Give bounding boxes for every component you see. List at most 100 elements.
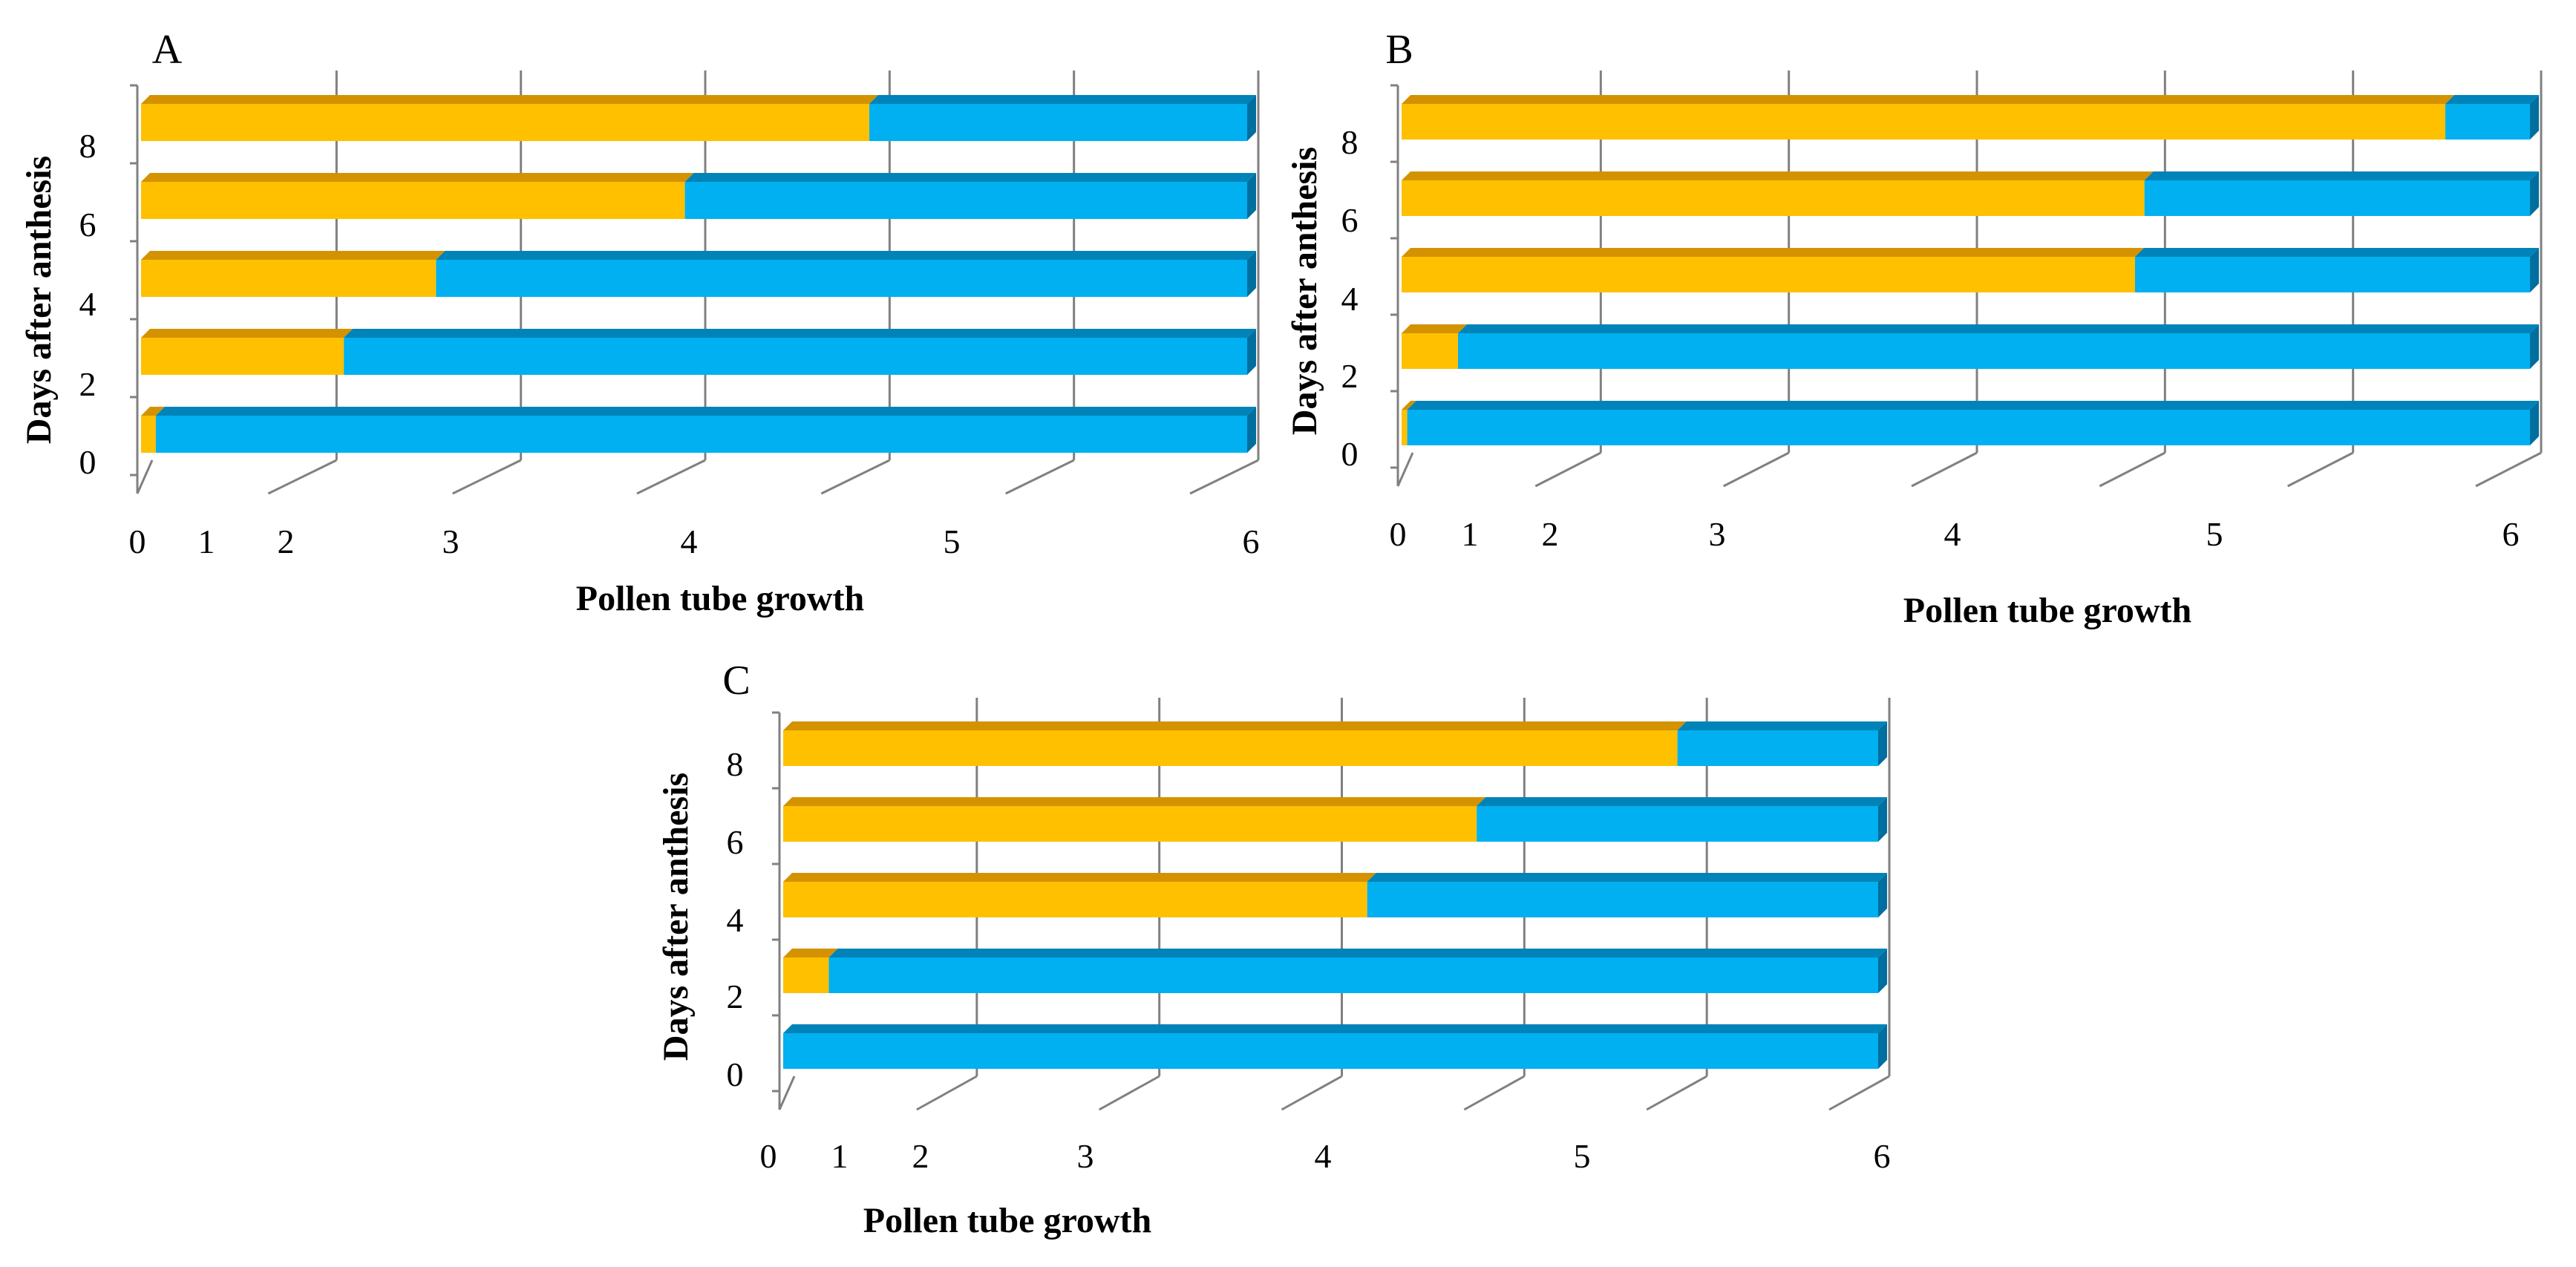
- chart-panel-c: 0 2 4 6 8 0 1 2 3 4 5 6 C Pollen tube growth Days afte…: [656, 658, 1891, 1240]
- bar-top-yellow: [783, 797, 1486, 806]
- bar-group-day-6: [141, 173, 1256, 219]
- bar-side-blue: [2530, 324, 2539, 369]
- y-tick-label: 6: [727, 823, 744, 861]
- bar-blue[interactable]: [2445, 104, 2530, 140]
- y-tick-label: 0: [1341, 435, 1359, 473]
- bar-yellow[interactable]: [1402, 257, 2135, 292]
- bar-blue[interactable]: [1407, 410, 2530, 445]
- bar-top-blue: [1407, 401, 2539, 410]
- bar-blue[interactable]: [2144, 180, 2530, 216]
- x-tick-label: 5: [1574, 1137, 1591, 1175]
- bar-top-blue: [2135, 248, 2539, 257]
- chart-panel-a: 0 2 4 6 8 0 1 2 3 4 5 6 A Pollen tube growth Days afte…: [19, 27, 1260, 618]
- bar-side-blue: [1878, 797, 1887, 842]
- bar-group-day-2: [141, 329, 1257, 375]
- bar-top-yellow: [1402, 324, 1467, 333]
- bar-top-blue: [2144, 171, 2539, 180]
- y-tick-label: 8: [1341, 123, 1359, 161]
- axis-corner: [136, 459, 154, 494]
- floor-gridline: [1646, 1075, 1707, 1111]
- bar-blue[interactable]: [1477, 806, 1878, 842]
- bar-group-day-4: [783, 873, 1887, 917]
- bar-yellow[interactable]: [141, 260, 437, 297]
- bar-yellow[interactable]: [783, 806, 1477, 842]
- bar-blue[interactable]: [436, 260, 1248, 297]
- bar-blue[interactable]: [155, 416, 1247, 453]
- bar-blue[interactable]: [2135, 257, 2530, 292]
- bar-top-blue: [1458, 324, 2539, 333]
- x-axis-title: Pollen tube growth: [863, 1201, 1151, 1240]
- bar-yellow[interactable]: [1402, 180, 2145, 216]
- bar-blue[interactable]: [783, 1033, 1878, 1069]
- bar-top-blue: [684, 173, 1256, 182]
- panel-label: C: [722, 658, 750, 704]
- bar-yellow[interactable]: [783, 957, 829, 993]
- bar-blue[interactable]: [1677, 730, 1878, 766]
- x-tick-label: 0: [760, 1137, 777, 1175]
- bar-blue[interactable]: [1458, 333, 2530, 369]
- bar-group-day-2: [1402, 324, 2539, 369]
- bar-top-yellow: [1402, 171, 2154, 180]
- bar-yellow[interactable]: [1402, 333, 1458, 369]
- bar-top-blue: [436, 251, 1257, 260]
- bar-side-blue: [1247, 329, 1256, 375]
- bar-blue[interactable]: [684, 182, 1247, 219]
- floor-gridline: [2099, 451, 2166, 488]
- bar-top-yellow: [783, 721, 1687, 730]
- floor-gridline: [916, 1075, 978, 1111]
- bar-group-day-0: [783, 1024, 1887, 1069]
- floor-gridline: [820, 459, 890, 495]
- bar-yellow[interactable]: [1402, 410, 1408, 445]
- bar-blue[interactable]: [344, 338, 1248, 375]
- axis-corner: [1396, 452, 1414, 487]
- x-tick-label: 6: [2503, 515, 2520, 553]
- bar-yellow[interactable]: [141, 182, 685, 219]
- x-tick-label: 2: [278, 523, 295, 560]
- bar-blue[interactable]: [1367, 882, 1878, 917]
- bar-group-day-8: [141, 95, 1256, 141]
- bar-top-blue: [1367, 873, 1887, 882]
- bar-group-day-6: [1402, 171, 2539, 216]
- y-tick-label: 0: [727, 1055, 744, 1093]
- bar-blue[interactable]: [828, 957, 1878, 993]
- y-tick-label: 8: [727, 745, 744, 783]
- bar-top-yellow: [783, 873, 1376, 882]
- bar-side-blue: [2530, 248, 2539, 292]
- bar-top-yellow: [141, 173, 694, 182]
- bar-side-blue: [1878, 873, 1887, 917]
- bar-yellow[interactable]: [141, 416, 156, 453]
- x-tick-label: 1: [1462, 515, 1479, 553]
- bar-group-day-6: [783, 797, 1887, 842]
- bar-yellow[interactable]: [1402, 104, 2445, 140]
- floor-gridline: [267, 459, 337, 495]
- bar-yellow[interactable]: [141, 338, 344, 375]
- bar-yellow[interactable]: [141, 104, 869, 141]
- bar-side-blue: [2530, 171, 2539, 216]
- panel-label: B: [1385, 27, 1413, 73]
- y-tick-label: 0: [79, 443, 97, 481]
- bar-top-yellow: [1402, 95, 2454, 104]
- bar-side-blue: [1247, 407, 1256, 453]
- bar-blue[interactable]: [869, 104, 1247, 141]
- y-tick-label: 2: [79, 365, 97, 403]
- bar-top-yellow: [141, 407, 165, 416]
- bar-top-blue: [344, 329, 1257, 338]
- floor-gridline: [2475, 451, 2542, 488]
- bar-top-yellow: [141, 329, 353, 338]
- y-tick-label: 8: [79, 127, 97, 165]
- bar-group-day-0: [1402, 401, 2539, 445]
- floor-gridline: [1534, 451, 1602, 488]
- bar-side-blue: [1878, 721, 1887, 766]
- bar-top-blue: [1677, 721, 1887, 730]
- x-axis-title: Pollen tube growth: [576, 579, 864, 618]
- bar-side-blue: [1878, 949, 1887, 993]
- floor-gridline: [636, 459, 706, 495]
- bar-group-day-8: [1402, 95, 2539, 140]
- bar-yellow[interactable]: [783, 882, 1367, 917]
- bar-yellow[interactable]: [783, 730, 1678, 766]
- y-tick-label: 2: [727, 978, 744, 1015]
- floor-gridline: [452, 459, 522, 495]
- x-tick-label: 5: [2206, 515, 2223, 553]
- chart-panel-b: 0 2 4 6 8 0 1 2 3 4 5 6 B Pollen tube growth Days afte…: [1285, 27, 2543, 630]
- bar-top-blue: [1477, 797, 1887, 806]
